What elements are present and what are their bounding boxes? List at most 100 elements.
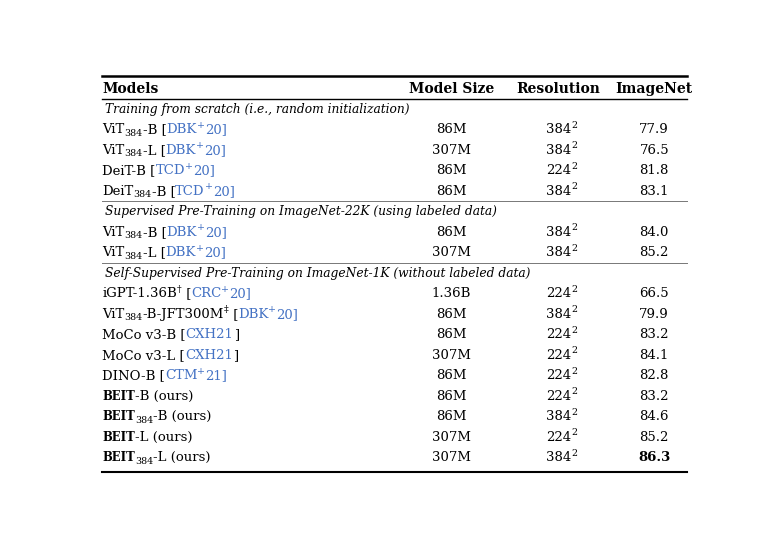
Text: CTM: CTM [165, 370, 197, 382]
Text: 384: 384 [546, 410, 571, 423]
Text: 83.2: 83.2 [639, 390, 669, 403]
Text: BEIT: BEIT [102, 410, 135, 423]
Text: DBK: DBK [166, 226, 196, 239]
Text: CXH21: CXH21 [185, 349, 233, 362]
Text: ]: ] [233, 349, 238, 362]
Text: 384: 384 [546, 184, 571, 198]
Text: 2: 2 [571, 367, 578, 376]
Text: 224: 224 [546, 349, 571, 362]
Text: 2: 2 [571, 305, 578, 314]
Text: Self-Supervised Pre-Training on ImageNet-1K (without labeled data): Self-Supervised Pre-Training on ImageNet… [105, 267, 531, 280]
Text: 224: 224 [546, 390, 571, 403]
Text: 384: 384 [546, 308, 571, 321]
Text: DeiT-B [: DeiT-B [ [102, 164, 156, 177]
Text: MoCo v3-B [: MoCo v3-B [ [102, 328, 186, 341]
Text: 307M: 307M [432, 349, 470, 362]
Text: 86.3: 86.3 [638, 451, 671, 464]
Text: 307M: 307M [432, 144, 470, 157]
Text: 86M: 86M [436, 226, 467, 239]
Text: 2: 2 [571, 141, 578, 150]
Text: 86M: 86M [436, 123, 467, 136]
Text: 85.2: 85.2 [640, 431, 669, 444]
Text: CXH21: CXH21 [186, 328, 233, 341]
Text: 384: 384 [125, 252, 142, 261]
Text: DBK: DBK [166, 246, 196, 259]
Text: 384: 384 [133, 190, 152, 200]
Text: DBK: DBK [166, 123, 196, 136]
Text: +: + [196, 121, 205, 130]
Text: 2: 2 [571, 182, 578, 191]
Text: 224: 224 [546, 287, 571, 300]
Text: 83.1: 83.1 [639, 184, 669, 198]
Text: †: † [177, 285, 182, 294]
Text: 224: 224 [546, 370, 571, 382]
Text: +: + [205, 182, 213, 191]
Text: 82.8: 82.8 [640, 370, 669, 382]
Text: -L (ours): -L (ours) [135, 431, 192, 444]
Text: 384: 384 [135, 416, 153, 425]
Text: 2: 2 [571, 285, 578, 294]
Text: 384: 384 [125, 129, 142, 138]
Text: 384: 384 [135, 457, 153, 466]
Text: ViT: ViT [102, 246, 125, 259]
Text: -B (ours): -B (ours) [153, 410, 212, 423]
Text: 86M: 86M [436, 164, 467, 177]
Text: 81.8: 81.8 [640, 164, 669, 177]
Text: ‡: ‡ [224, 305, 229, 314]
Text: [: [ [229, 308, 238, 321]
Text: 83.2: 83.2 [639, 328, 669, 341]
Text: [: [ [182, 287, 191, 300]
Text: 224: 224 [546, 328, 571, 341]
Text: 384: 384 [125, 313, 142, 322]
Text: 2: 2 [571, 121, 578, 130]
Text: 86M: 86M [436, 410, 467, 423]
Text: +: + [196, 244, 204, 253]
Text: ImageNet: ImageNet [616, 82, 693, 96]
Text: 2: 2 [571, 346, 578, 355]
Text: -B-JFT300M: -B-JFT300M [142, 308, 224, 321]
Text: Resolution: Resolution [517, 82, 601, 96]
Text: iGPT-1.36B: iGPT-1.36B [102, 287, 177, 300]
Text: -B [: -B [ [142, 123, 166, 136]
Text: 85.2: 85.2 [640, 246, 669, 259]
Text: BEIT: BEIT [102, 451, 135, 464]
Text: 86M: 86M [436, 184, 467, 198]
Text: +: + [196, 223, 205, 232]
Text: 224: 224 [546, 164, 571, 177]
Text: 2: 2 [571, 449, 578, 458]
Text: 86M: 86M [436, 390, 467, 403]
Text: 86M: 86M [436, 328, 467, 341]
Text: -L [: -L [ [142, 246, 166, 259]
Text: 2: 2 [571, 223, 578, 232]
Text: -L [: -L [ [142, 144, 166, 157]
Text: 84.6: 84.6 [639, 410, 669, 423]
Text: 20]: 20] [193, 164, 215, 177]
Text: CRC: CRC [191, 287, 221, 300]
Text: 384: 384 [546, 451, 571, 464]
Text: TCD: TCD [176, 184, 205, 198]
Text: 79.9: 79.9 [639, 308, 669, 321]
Text: 2: 2 [571, 326, 578, 335]
Text: 84.1: 84.1 [640, 349, 669, 362]
Text: DINO-B [: DINO-B [ [102, 370, 165, 382]
Text: Supervised Pre-Training on ImageNet-22K (using labeled data): Supervised Pre-Training on ImageNet-22K … [105, 205, 497, 218]
Text: -B [: -B [ [152, 184, 176, 198]
Text: ViT: ViT [102, 226, 125, 239]
Text: Models: Models [102, 82, 159, 96]
Text: 307M: 307M [432, 451, 470, 464]
Text: 384: 384 [546, 246, 571, 259]
Text: +: + [185, 162, 193, 171]
Text: 2: 2 [571, 408, 578, 417]
Text: DeiT: DeiT [102, 184, 133, 198]
Text: MoCo v3-L [: MoCo v3-L [ [102, 349, 185, 362]
Text: ViT: ViT [102, 144, 125, 157]
Text: 77.9: 77.9 [639, 123, 669, 136]
Text: TCD: TCD [156, 164, 185, 177]
Text: 20]: 20] [205, 226, 226, 239]
Text: -L (ours): -L (ours) [153, 451, 210, 464]
Text: 384: 384 [546, 123, 571, 136]
Text: 66.5: 66.5 [639, 287, 669, 300]
Text: ViT: ViT [102, 123, 125, 136]
Text: 2: 2 [571, 428, 578, 437]
Text: 86M: 86M [436, 308, 467, 321]
